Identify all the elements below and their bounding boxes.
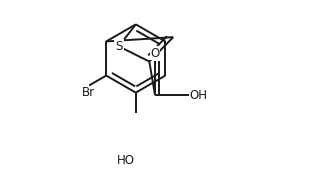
Text: HO: HO (117, 154, 135, 167)
Text: O: O (150, 47, 160, 60)
Text: Br: Br (82, 86, 95, 99)
Text: S: S (115, 40, 122, 53)
Text: OH: OH (190, 89, 208, 102)
